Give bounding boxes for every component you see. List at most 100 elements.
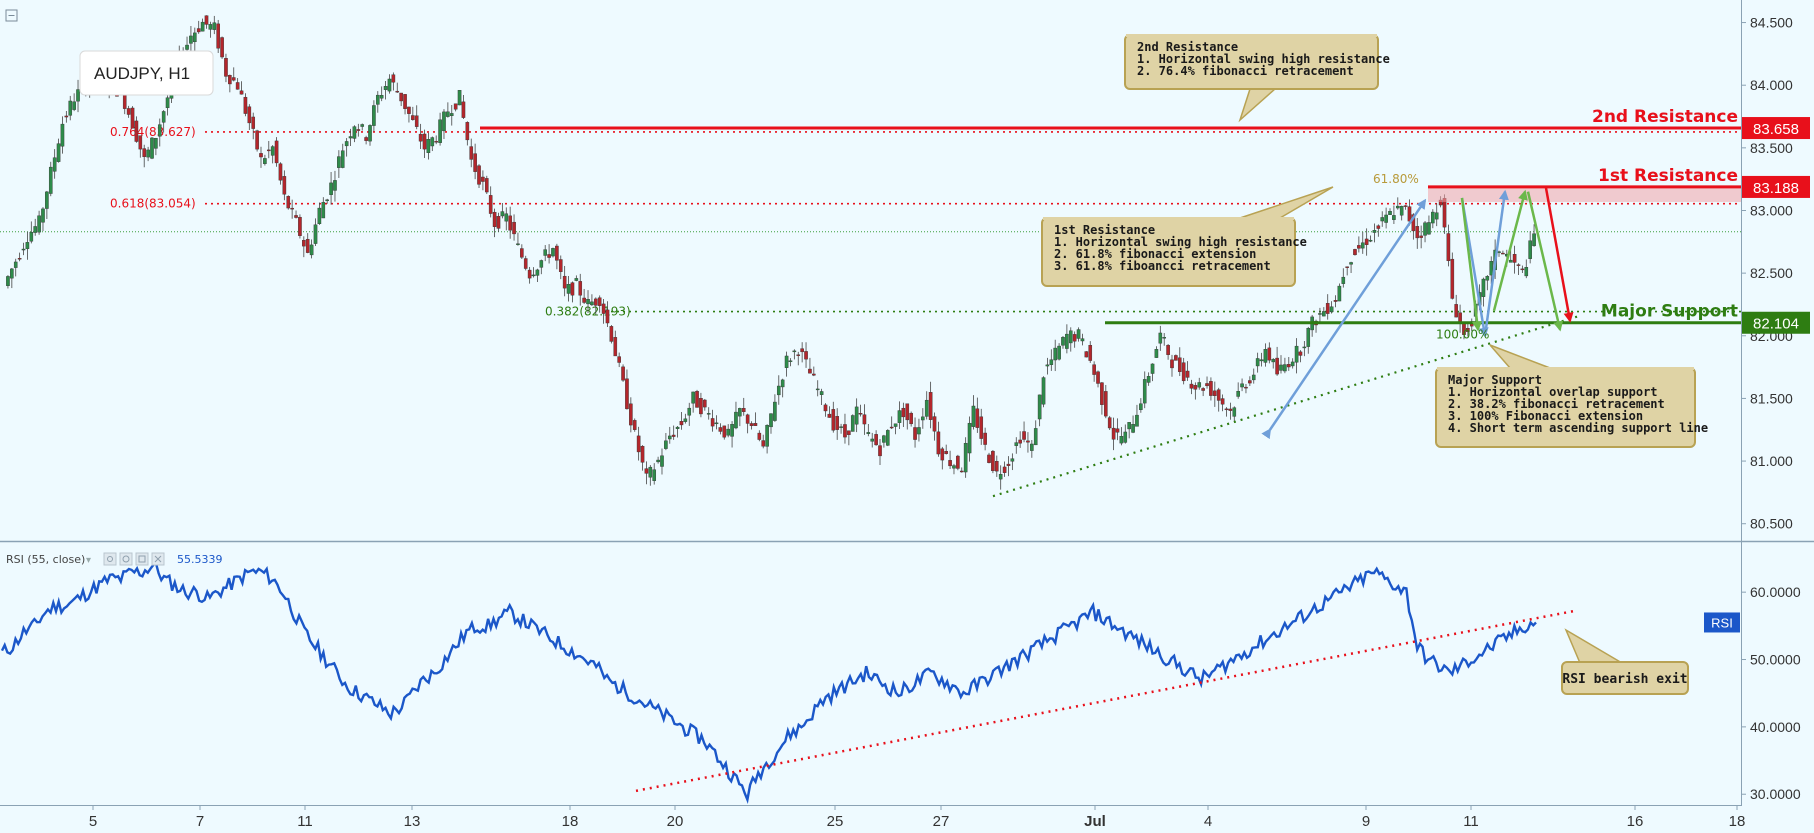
legend-eye-icon[interactable] [103, 552, 117, 566]
candle-body [1014, 442, 1019, 446]
candle-body [1392, 215, 1396, 220]
symbol-title-box[interactable]: AUDJPY, H1 [79, 50, 214, 96]
candle-body [231, 77, 236, 81]
legend-more-icon[interactable] [135, 552, 149, 566]
candle-body [1162, 337, 1167, 339]
rsi-line[interactable] [0, 560, 1537, 804]
ascending-support-line[interactable] [992, 314, 1581, 498]
candle-body [247, 106, 252, 124]
candle-body [1107, 417, 1112, 429]
candle-body [831, 409, 836, 431]
candle-body [1357, 245, 1361, 249]
candle-body [858, 413, 863, 415]
candle-body [142, 148, 147, 157]
candle-body [411, 115, 415, 120]
time-axis-label: 18 [1729, 813, 1746, 830]
price-axis-label: 83.500 [1750, 140, 1793, 156]
candle-body [570, 282, 575, 296]
fib-extension-arrow[interactable] [1460, 197, 1482, 332]
candle-body [333, 180, 337, 191]
candle-body [741, 408, 746, 412]
candle-body [216, 23, 220, 49]
forecast-arrow[interactable] [1544, 187, 1574, 323]
candle-body [1415, 226, 1420, 239]
callout-title: 2nd Resistance [1137, 40, 1238, 54]
fib-extension-top-label: 61.80% [1373, 172, 1419, 186]
fib-level-label: 0.764(83.627) [110, 125, 196, 139]
candle-body [843, 424, 847, 438]
rsi-badge-label: RSI [1711, 615, 1733, 630]
candle-body [348, 136, 353, 139]
candle-body [157, 124, 162, 137]
candle-body [967, 422, 972, 454]
candle-body [1057, 345, 1061, 360]
rsi-pane [0, 543, 1741, 805]
candle-body [866, 432, 871, 435]
candle-body [578, 281, 583, 296]
candle-body [1224, 408, 1229, 411]
candle-body [449, 113, 454, 116]
candle-body [1337, 285, 1342, 302]
collapse-icon[interactable] [5, 9, 18, 22]
candle-body [1006, 463, 1011, 466]
candle-body [730, 424, 734, 437]
legend-close-icon[interactable] [151, 552, 165, 566]
resistance-zone[interactable] [1428, 186, 1741, 202]
rsi-axis-label: 60.0000 [1750, 584, 1801, 600]
candle-body [1528, 240, 1532, 259]
time-axis-label: Jul [1084, 813, 1106, 830]
price-axis-label: 80.500 [1750, 516, 1793, 532]
candle-body [749, 423, 754, 426]
fib-extension-arrow[interactable] [1526, 191, 1564, 332]
legend-settings-icon[interactable] [119, 552, 133, 566]
callout-rsi[interactable]: RSI bearish exit [1561, 628, 1689, 695]
candle-body [364, 137, 368, 141]
candle-body [765, 425, 769, 447]
fib-extension-arrow[interactable] [1492, 189, 1528, 312]
candle-body [1092, 364, 1096, 375]
candle-body [1376, 225, 1381, 229]
measure-arrow[interactable] [1261, 198, 1427, 440]
level-price-tag [1742, 175, 1810, 198]
candle-body [703, 399, 707, 408]
rsi-current-value: 55.5339 [177, 553, 223, 566]
candle-body [224, 58, 228, 77]
candle-body [1454, 304, 1458, 318]
candle-body [72, 101, 76, 110]
candle-body [134, 120, 139, 142]
candle-body [165, 97, 170, 109]
candle-body [1146, 376, 1151, 383]
candle-body [835, 416, 839, 430]
candle-body [146, 149, 150, 158]
legend-dropdown-icon[interactable]: ▾ [86, 555, 91, 566]
candle-body [629, 403, 633, 426]
candle-body [562, 275, 567, 289]
candle-body [1076, 329, 1081, 339]
measure-arrow[interactable] [1483, 189, 1509, 336]
candle-body [586, 299, 590, 305]
candle-body [1068, 330, 1073, 344]
candle-body [1345, 266, 1349, 268]
candle-body [1033, 428, 1038, 446]
candle-body [656, 459, 660, 463]
candle-body [722, 425, 727, 438]
candle-body [1049, 359, 1054, 365]
candle-body [1442, 198, 1447, 228]
candle-body [1423, 222, 1427, 236]
candle-body [395, 90, 400, 93]
candle-body [282, 176, 287, 195]
rsi-trendline[interactable] [635, 609, 1575, 793]
candle-body [952, 465, 956, 469]
time-axis-label: 4 [1204, 813, 1212, 830]
candle-body [1329, 306, 1334, 313]
rsi-legend-title: RSI (55, close) [6, 553, 85, 566]
candle-body [255, 130, 259, 150]
candle-body [520, 248, 524, 258]
candle-body [516, 243, 520, 245]
candle-body [854, 406, 859, 425]
candle-body [909, 412, 913, 425]
candle-body [850, 415, 855, 432]
